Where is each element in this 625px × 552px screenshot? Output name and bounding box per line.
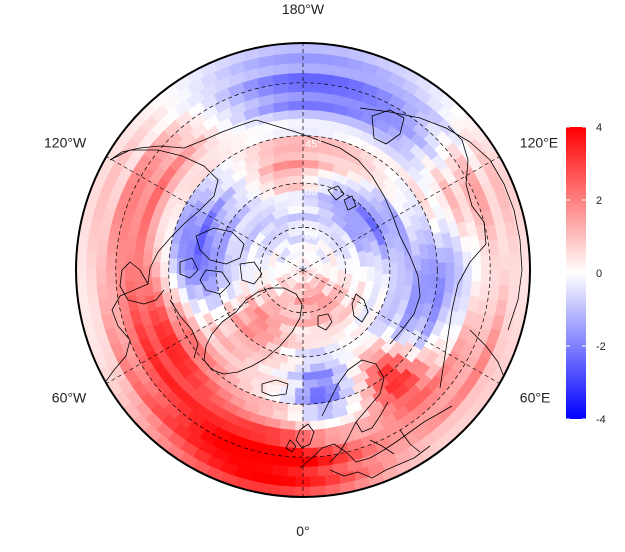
north-america-coast xyxy=(97,149,219,399)
latitude-circle xyxy=(115,82,491,458)
siberia-coast xyxy=(237,119,421,345)
colorbar: 4 2 0 -2 -4 xyxy=(566,122,606,426)
longitude-label: 0° xyxy=(296,523,309,539)
alaska-coast xyxy=(109,125,239,161)
europe-coast xyxy=(299,405,453,469)
latitude-label: 60° xyxy=(305,186,322,198)
colorbar-tick-label: -4 xyxy=(596,414,606,426)
anomaly-field xyxy=(76,43,530,497)
meridian-line xyxy=(106,156,304,271)
longitude-label: 120°W xyxy=(44,135,87,151)
map-frame xyxy=(75,42,531,498)
colorbar-tick-label: -2 xyxy=(596,341,606,353)
svalbard-coast xyxy=(317,313,333,331)
longitude-label: 120°E xyxy=(520,135,558,151)
baltic-coast xyxy=(355,401,389,433)
coastlines xyxy=(97,107,523,479)
latitude-label: 45° xyxy=(305,139,322,151)
uk-coast xyxy=(285,423,315,453)
latitude-labels: 60° 45° 60° xyxy=(305,139,322,243)
novaya-zemlya-coast xyxy=(351,293,369,323)
kamchatka-coast xyxy=(371,109,405,145)
scandinavia-coast xyxy=(321,359,385,463)
meridian-line xyxy=(106,269,304,384)
longitude-label: 60°E xyxy=(520,390,551,406)
colorbar-tick-label: 4 xyxy=(596,122,602,134)
canadian-archipelago-coast xyxy=(179,227,263,295)
meridian-line xyxy=(302,269,500,384)
longitude-labels: 180°W 120°E 60°E 0° 60°W 120°W xyxy=(44,1,558,539)
iceland-coast xyxy=(261,379,289,397)
colorbar-tick-label: 0 xyxy=(596,268,602,280)
meridian-line xyxy=(302,156,500,271)
new-siberian-islands xyxy=(327,185,357,211)
greenland-coast xyxy=(203,287,303,375)
europe-borders xyxy=(329,429,431,479)
colorbar-tick-label: 2 xyxy=(596,195,602,207)
baffin-coast xyxy=(169,299,199,359)
hudson-bay-coast xyxy=(119,261,165,305)
latitude-label: 60° xyxy=(305,230,322,242)
siberia-inland-border xyxy=(359,107,523,331)
colorbar-gradient xyxy=(566,127,586,419)
longitude-label: 180°W xyxy=(282,1,325,17)
graticule xyxy=(106,43,500,497)
longitude-label: 60°W xyxy=(52,390,87,406)
